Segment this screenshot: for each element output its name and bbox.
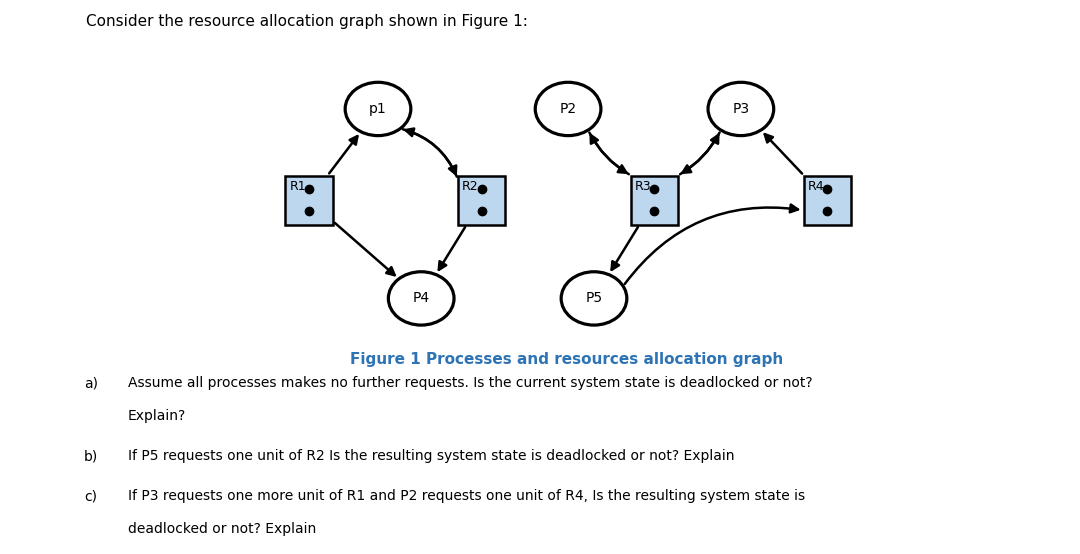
- Text: P4: P4: [413, 291, 430, 305]
- FancyBboxPatch shape: [631, 176, 678, 225]
- Text: Assume all processes makes no further requests. Is the current system state is d: Assume all processes makes no further re…: [127, 377, 812, 391]
- Text: b): b): [84, 449, 98, 463]
- Text: c): c): [84, 489, 97, 503]
- Circle shape: [536, 83, 600, 136]
- Text: Figure 1 Processes and resources allocation graph: Figure 1 Processes and resources allocat…: [350, 352, 784, 367]
- Text: a): a): [84, 377, 98, 391]
- Text: P2: P2: [559, 102, 577, 116]
- Text: R3: R3: [635, 180, 651, 193]
- Circle shape: [708, 83, 773, 136]
- Text: Consider the resource allocation graph shown in Figure 1:: Consider the resource allocation graph s…: [86, 14, 528, 29]
- Text: Explain?: Explain?: [127, 409, 186, 423]
- FancyBboxPatch shape: [458, 176, 505, 225]
- Text: R2: R2: [462, 180, 478, 193]
- Text: R4: R4: [808, 180, 824, 193]
- Circle shape: [389, 272, 454, 325]
- Text: deadlocked or not? Explain: deadlocked or not? Explain: [127, 522, 316, 536]
- Text: P3: P3: [732, 102, 750, 116]
- Text: p1: p1: [369, 102, 387, 116]
- FancyBboxPatch shape: [285, 176, 333, 225]
- Text: P5: P5: [585, 291, 603, 305]
- Text: If P5 requests one unit of R2 Is the resulting system state is deadlocked or not: If P5 requests one unit of R2 Is the res…: [127, 449, 734, 463]
- FancyBboxPatch shape: [804, 176, 851, 225]
- Circle shape: [346, 83, 410, 136]
- Text: If P3 requests one more unit of R1 and P2 requests one unit of R4, Is the result: If P3 requests one more unit of R1 and P…: [127, 489, 805, 503]
- Circle shape: [562, 272, 626, 325]
- Text: R1: R1: [289, 180, 306, 193]
